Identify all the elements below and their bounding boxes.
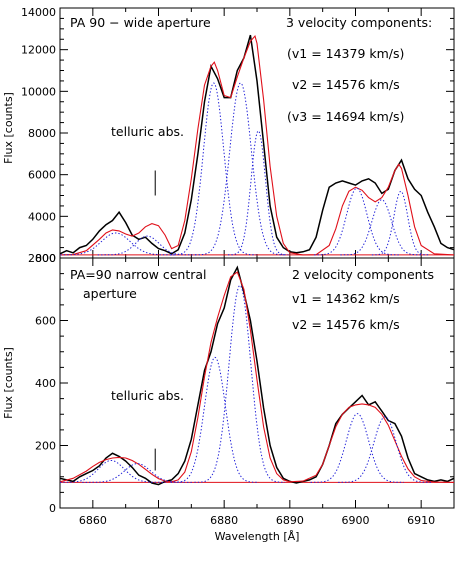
bottom-telluric-label: telluric abs.: [111, 388, 184, 403]
bottom-panel-series: [59, 265, 455, 486]
bottom-observed-line: [59, 265, 455, 486]
bottom-gaussian-component: [170, 356, 259, 483]
top-panel: 2000 4000 6000 8000 10000 12000 14000 PA 90 − …: [2, 6, 455, 265]
top-panel-series: [59, 34, 455, 256]
top-gaussian-component: [314, 187, 400, 256]
bottom-panel: 6860 6870 6880 6890 6900 6910 0 200 400 600 800 PA…: [2, 252, 455, 543]
top-telluric-label: telluric abs.: [111, 124, 184, 139]
top-y-tick-label: 10000: [21, 85, 56, 98]
bottom-y-tick-label: 0: [49, 502, 56, 515]
top-y-tick-label: 14000: [21, 6, 56, 19]
x-axis-label: Wavelength [Å]: [215, 530, 300, 543]
bottom-panel-title-line1: PA=90 narrow central: [70, 267, 207, 282]
top-y-tick-label: 12000: [21, 44, 56, 57]
x-tick-label: 6890: [276, 514, 304, 527]
top-components-title: 3 velocity components:: [286, 15, 432, 30]
x-tick-label: 6860: [79, 514, 107, 527]
x-tick-label: 6880: [210, 514, 238, 527]
top-v1-label: (v1 = 14379 km/s): [287, 46, 404, 61]
top-y-axis-label: Flux [counts]: [2, 92, 15, 164]
top-panel-tick-labels: 2000 4000 6000 8000 10000 12000 14000: [21, 6, 56, 265]
top-v2-label: v2 = 14576 km/s: [292, 77, 400, 92]
top-fit-total-line: [59, 34, 455, 256]
bottom-panel-ticks: [59, 257, 455, 509]
bottom-gaussian-component: [310, 413, 404, 483]
top-observed-line: [59, 34, 455, 255]
bottom-y-tick-label: 200: [35, 440, 56, 453]
top-y-tick-label: 2000: [28, 252, 56, 265]
top-gaussian-component: [340, 199, 423, 256]
bottom-v2-label: v2 = 14576 km/s: [292, 317, 400, 332]
bottom-y-tick-label: 800: [35, 252, 56, 265]
bottom-y-axis-label: Flux [counts]: [2, 347, 15, 419]
bottom-y-tick-label: 600: [35, 315, 56, 328]
bottom-fit-total-line: [59, 271, 455, 483]
top-panel-ticks: [59, 7, 455, 259]
top-y-tick-label: 6000: [28, 169, 56, 182]
top-panel-title: PA 90 − wide aperture: [70, 15, 211, 30]
top-gaussian-component: [97, 235, 197, 256]
top-v3-label: (v3 = 14694 km/s): [287, 109, 404, 124]
top-y-tick-label: 8000: [28, 127, 56, 140]
bottom-gaussian-component: [82, 463, 192, 483]
bottom-components-title: 2 velocity components: [292, 267, 434, 282]
bottom-gaussian-component: [60, 460, 166, 483]
top-y-tick-label: 4000: [28, 210, 56, 223]
bottom-gaussian-component: [194, 284, 285, 483]
top-gaussian-component: [227, 130, 289, 256]
top-gaussian-component: [60, 232, 176, 256]
bottom-panel-tick-labels: 6860 6870 6880 6890 6900 6910 0 200 400 600 800: [35, 252, 435, 527]
bottom-gaussian-component: [338, 416, 432, 483]
bottom-y-tick-label: 400: [35, 377, 56, 390]
x-tick-label: 6900: [342, 514, 370, 527]
bottom-v1-label: v1 = 14362 km/s: [292, 291, 400, 306]
x-tick-label: 6910: [407, 514, 435, 527]
x-tick-label: 6870: [145, 514, 173, 527]
top-gaussian-component: [195, 82, 286, 256]
top-gaussian-component: [170, 82, 257, 256]
bottom-panel-title-line2: aperture: [83, 286, 137, 301]
